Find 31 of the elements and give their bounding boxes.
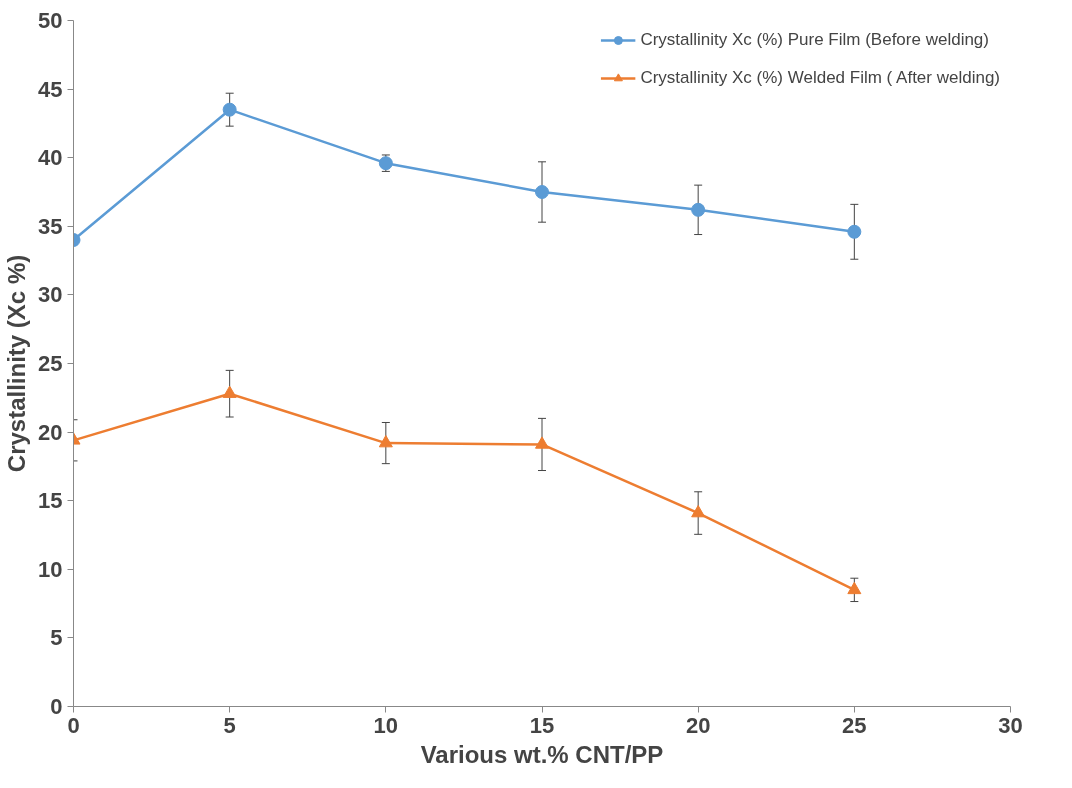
point bbox=[691, 202, 706, 217]
y-tick-label: 20 bbox=[38, 419, 63, 445]
x-tick-label: 0 bbox=[67, 712, 80, 738]
y-axis-title: Crystallinity (Xc %) bbox=[3, 254, 31, 473]
legend-label: Crystallinity Xc (%) Welded Film ( After welding) bbox=[640, 68, 1000, 88]
y-tick-label: 30 bbox=[38, 282, 63, 308]
point bbox=[847, 581, 862, 595]
y-tick-label: 50 bbox=[38, 8, 63, 33]
y-tick-label: 10 bbox=[38, 556, 63, 582]
point bbox=[847, 224, 862, 239]
x-tick-label: 25 bbox=[842, 712, 867, 738]
y-tick-label: 45 bbox=[38, 76, 63, 102]
point bbox=[222, 385, 237, 398]
point bbox=[378, 435, 393, 448]
point bbox=[535, 436, 549, 449]
point bbox=[691, 505, 706, 518]
point bbox=[535, 185, 549, 199]
x-tick-label: 15 bbox=[529, 712, 555, 738]
y-tick-label: 0 bbox=[50, 694, 63, 719]
y-tick-label: 25 bbox=[38, 351, 63, 376]
y-tick-label: 5 bbox=[50, 625, 63, 651]
y-tick-label: 40 bbox=[38, 145, 63, 171]
y-tick-label: 35 bbox=[38, 213, 63, 239]
legend-label: Crystallinity Xc (%) Pure Film (Before welding) bbox=[640, 30, 989, 50]
x-tick-label: 10 bbox=[373, 712, 399, 738]
y-tick-label: 15 bbox=[38, 488, 63, 514]
x-tick-label: 20 bbox=[685, 712, 711, 738]
point bbox=[222, 102, 237, 117]
x-axis-title: Various wt.% CNT/PP bbox=[420, 740, 664, 768]
x-tick-label: 5 bbox=[223, 712, 236, 738]
x-tick-label: 30 bbox=[998, 712, 1023, 738]
